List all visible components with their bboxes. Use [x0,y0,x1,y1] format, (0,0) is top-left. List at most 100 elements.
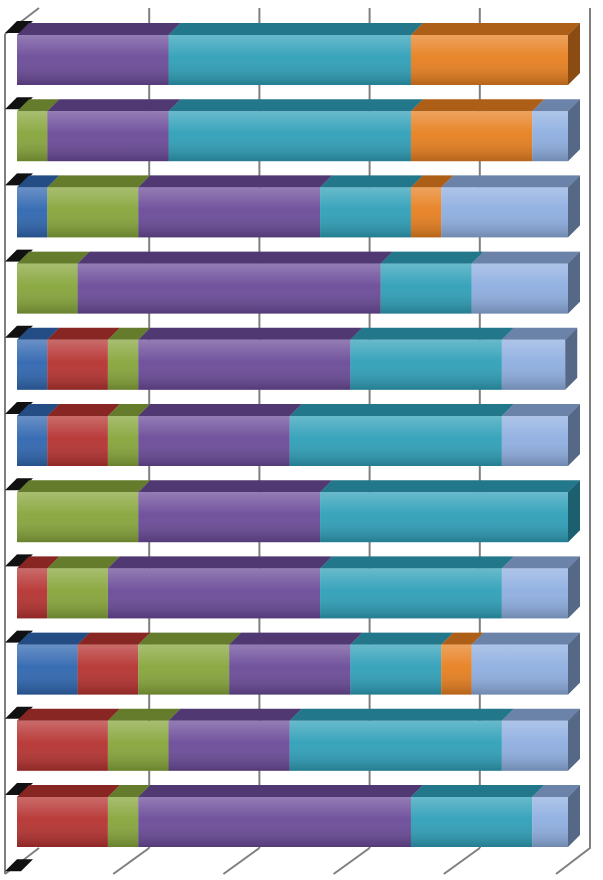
wall-tick [5,249,33,262]
bar-shading [17,339,48,390]
bar-top-4-s2 [17,251,90,264]
bar-shading [107,339,139,390]
bar-top-6-s4 [289,404,514,416]
bar-shading [17,263,78,314]
bar-top-2-s6 [532,99,580,112]
bar-top-7-s3 [138,480,333,493]
bar-shading [320,568,502,619]
bar-top-9-s4 [350,632,454,645]
bar-top-11-s2 [107,785,151,797]
bar-row-4 [17,251,580,314]
bar-shading [471,263,568,314]
bar-shading [410,187,442,238]
bar-top-6-s2 [107,404,151,416]
bar-top-9-s6 [471,632,580,645]
bar-shading [380,263,472,314]
bar-shading [17,187,48,238]
wall-tick [5,97,33,110]
wall-tick [5,21,33,33]
bar-row-11 [17,785,580,847]
bar-top-6-s6 [501,404,580,416]
bar-shading [77,644,139,695]
bar-shading [410,35,568,85]
bar-top-8-s2 [47,556,120,569]
floor-gridline-80 [443,847,481,875]
bar-shading [138,644,230,695]
bar-shading [350,339,502,390]
bar-top-3-s4 [320,175,423,188]
bar-top-8-s4 [320,556,514,569]
bar-end-11 [568,785,580,847]
wall-tick [5,783,33,795]
bar-shading [47,339,108,390]
bar-top-2-s5 [410,99,545,112]
bar-top-5-s1 [47,327,120,340]
floor-gridline-40 [222,847,260,875]
bar-row-2 [17,99,580,162]
bar-row-5 [17,327,578,390]
bar-shading [107,416,139,466]
bar-top-10-s6 [501,708,580,721]
bar-shading [410,111,533,162]
bar-top-9-s0 [17,632,90,645]
bar-top-1-s4 [168,23,423,35]
bar-shading [17,797,108,847]
bar-top-9-s3 [229,632,363,645]
bar-top-11-s4 [410,785,545,797]
bar-shading [501,720,568,771]
bar-top-3-s0 [17,175,60,188]
bar-shading [168,111,411,162]
bar-row-8 [17,556,580,619]
wall-tick [5,630,33,643]
bar-top-5-s4 [350,327,514,340]
wall-tick [5,859,33,872]
floor-gridline-20 [112,847,150,875]
bar-end-4 [568,251,580,314]
bar-top-6-s1 [47,404,120,416]
bar-shading [532,111,568,162]
bar-top-11-s3 [138,785,423,797]
bar-top-6-s0 [17,404,60,416]
bar-row-7 [17,480,580,543]
bar-shading [47,187,139,238]
bar-top-10-s3 [168,708,302,721]
bar-top-4-s3 [77,251,393,264]
bar-shading [501,339,566,390]
bar-shading [17,416,48,466]
bar-shading [107,720,169,771]
bar-top-2-s3 [47,99,181,112]
bar-top-3-s2 [47,175,151,188]
bar-top-7-s2 [17,480,151,493]
bars [17,23,580,847]
bar-shading [501,568,568,619]
bar-top-9-s5 [441,632,484,645]
bar-end-8 [568,556,580,619]
bar-shading [229,644,351,695]
bar-top-10-s1 [17,708,120,721]
bar-top-8-s3 [107,556,333,569]
bar-top-2-s4 [168,99,423,112]
bar-end-6 [568,404,580,466]
bar-shading [17,492,139,543]
bar-end-10 [568,708,580,771]
bar-row-6 [17,404,580,466]
bar-row-3 [17,175,580,238]
bar-row-10 [17,708,580,771]
bar-row-1 [17,23,580,85]
bar-end-7 [568,480,580,543]
bar-end-1 [568,23,580,85]
bar-top-10-s4 [289,708,514,721]
bar-row-9 [17,632,580,695]
wall-right-edge [555,8,591,875]
bar-shading [138,416,290,466]
bar-shading [441,187,568,238]
bar-shading [17,568,48,619]
bar-end-3 [568,175,580,238]
bar-end-9 [568,632,580,695]
bar-top-7-s4 [320,480,580,493]
bar-top-11-s6 [532,785,580,797]
bar-shading [320,492,568,543]
bar-top-5-s2 [107,327,151,340]
